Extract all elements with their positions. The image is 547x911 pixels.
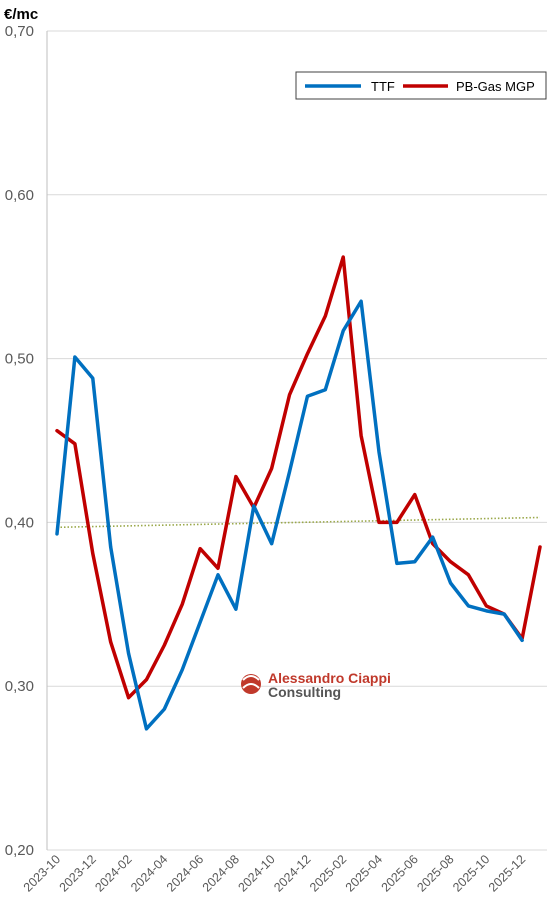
x-tick-label: 2024-04 (128, 852, 170, 894)
x-tick-label: 2023-12 (57, 852, 99, 894)
x-tick-label: 2025-06 (379, 852, 421, 894)
x-tick-label: 2024-08 (200, 852, 242, 894)
series-line-ttf (55, 299, 524, 731)
brand-logo-icon (241, 674, 261, 694)
x-tick-label: 2025-12 (486, 852, 528, 894)
y-tick-label: 0,60 (5, 187, 34, 204)
x-tick-label: 2024-10 (235, 852, 277, 894)
series-line-pb-gas-mgp (55, 255, 542, 700)
legend: TTF PB-Gas MGP (295, 71, 547, 100)
watermark-line1: Alessandro Ciappi (268, 670, 391, 686)
x-tick-label: 2025-02 (307, 852, 349, 894)
unit-label: €/mc (4, 6, 38, 23)
y-tick-label: 0,30 (5, 678, 34, 695)
y-axis: 0,20 0,30 0,40 0,50 0,60 0,70 (5, 23, 48, 859)
x-tick-label: 2025-04 (343, 852, 385, 894)
y-tick-label: 0,40 (5, 514, 34, 531)
y-tick-label: 0,50 (5, 351, 34, 368)
series-layer (55, 255, 542, 731)
x-tick-label: 2024-02 (92, 852, 134, 894)
y-tick-label: 0,20 (5, 842, 34, 859)
watermark-line2: Consulting (268, 684, 341, 700)
x-tick-label: 2025-10 (450, 852, 492, 894)
x-tick-label: 2024-06 (164, 852, 206, 894)
gridlines (47, 30, 547, 851)
x-axis: 2023-102023-122024-022024-042024-062024-… (21, 852, 528, 894)
trendline (56, 516, 541, 529)
watermark: Alessandro Ciappi Consulting (241, 670, 391, 700)
x-tick-label: 2024-12 (271, 852, 313, 894)
y-tick-label: 0,70 (5, 23, 34, 40)
x-tick-label: 2025-08 (414, 852, 456, 894)
legend-label-pbgas: PB-Gas MGP (456, 79, 535, 94)
legend-label-ttf: TTF (371, 79, 395, 94)
